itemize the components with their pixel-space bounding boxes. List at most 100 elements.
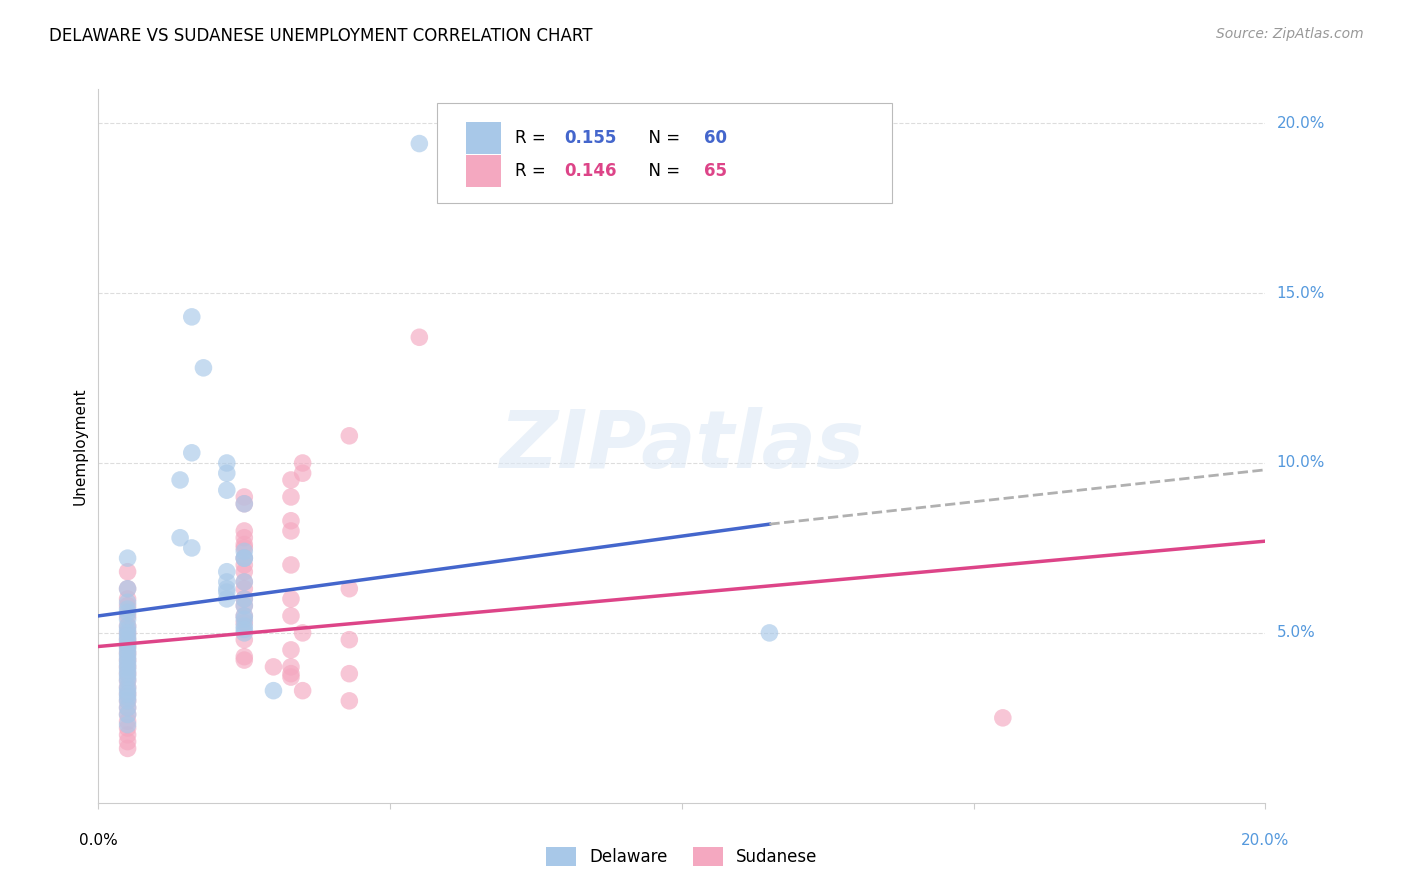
Point (117, 687, 139, 701)
Text: 65: 65 (704, 162, 727, 180)
Point (117, 643, 139, 657)
Point (117, 694, 139, 708)
Point (233, 524, 256, 538)
Point (233, 599, 256, 613)
Point (117, 646, 139, 660)
Point (117, 626, 139, 640)
Point (215, 456, 238, 470)
Point (233, 544, 256, 558)
FancyBboxPatch shape (465, 121, 501, 153)
Text: 20.0%: 20.0% (1277, 116, 1324, 131)
Point (117, 673, 139, 688)
Point (169, 473, 191, 487)
Text: 10.0%: 10.0% (1277, 456, 1324, 470)
Point (180, 310, 202, 324)
Text: R =: R = (515, 128, 551, 146)
Point (117, 582, 139, 596)
Point (233, 497, 256, 511)
Point (215, 483, 238, 498)
Point (280, 473, 302, 487)
Point (117, 619, 139, 633)
Point (280, 643, 302, 657)
Point (117, 707, 139, 722)
Text: 0.0%: 0.0% (79, 833, 118, 848)
Point (117, 734, 139, 748)
Point (117, 565, 139, 579)
Point (291, 456, 314, 470)
Point (233, 632, 256, 647)
Point (117, 551, 139, 566)
Point (233, 551, 256, 566)
Point (291, 626, 314, 640)
Point (758, 626, 780, 640)
Point (117, 602, 139, 616)
Point (117, 683, 139, 698)
Point (117, 640, 139, 654)
Text: Source: ZipAtlas.com: Source: ZipAtlas.com (1216, 27, 1364, 41)
Point (117, 649, 139, 664)
Point (117, 606, 139, 620)
Point (117, 653, 139, 667)
Point (408, 330, 430, 344)
Point (117, 660, 139, 674)
Text: N =: N = (637, 128, 685, 146)
Text: 60: 60 (704, 128, 727, 146)
Point (233, 626, 256, 640)
Point (117, 670, 139, 684)
Point (117, 717, 139, 731)
Point (233, 551, 256, 566)
Point (117, 632, 139, 647)
Point (117, 673, 139, 688)
Point (180, 446, 202, 460)
FancyBboxPatch shape (465, 155, 501, 187)
Point (215, 582, 238, 596)
Point (233, 551, 256, 566)
Text: 20.0%: 20.0% (1241, 833, 1289, 848)
Text: 0.155: 0.155 (564, 128, 616, 146)
Point (337, 694, 360, 708)
Point (233, 615, 256, 630)
Point (233, 591, 256, 606)
Point (117, 619, 139, 633)
Text: ZIPatlas: ZIPatlas (499, 407, 865, 485)
Point (337, 429, 360, 443)
Point (262, 683, 284, 698)
Point (117, 595, 139, 609)
Point (233, 649, 256, 664)
Point (215, 466, 238, 480)
Point (233, 574, 256, 589)
Point (117, 636, 139, 650)
Point (291, 683, 314, 698)
Text: 5.0%: 5.0% (1277, 625, 1315, 640)
FancyBboxPatch shape (437, 103, 891, 203)
Text: DELAWARE VS SUDANESE UNEMPLOYMENT CORRELATION CHART: DELAWARE VS SUDANESE UNEMPLOYMENT CORREL… (49, 27, 593, 45)
Point (233, 582, 256, 596)
Point (280, 591, 302, 606)
Point (215, 591, 238, 606)
Point (233, 599, 256, 613)
Y-axis label: Unemployment: Unemployment (72, 387, 87, 505)
Point (215, 565, 238, 579)
Point (233, 623, 256, 637)
Point (233, 612, 256, 626)
Point (117, 680, 139, 694)
Point (117, 694, 139, 708)
Point (337, 582, 360, 596)
Point (117, 700, 139, 714)
Point (233, 591, 256, 606)
Point (408, 136, 430, 151)
Point (291, 466, 314, 480)
Point (117, 629, 139, 643)
Text: R =: R = (515, 162, 551, 180)
Text: 0.146: 0.146 (564, 162, 617, 180)
Point (233, 608, 256, 623)
Point (117, 646, 139, 660)
Point (280, 514, 302, 528)
Point (280, 558, 302, 572)
Point (233, 608, 256, 623)
Legend: Delaware, Sudanese: Delaware, Sudanese (546, 847, 818, 866)
Point (280, 490, 302, 504)
Point (117, 608, 139, 623)
Point (280, 524, 302, 538)
Point (280, 670, 302, 684)
